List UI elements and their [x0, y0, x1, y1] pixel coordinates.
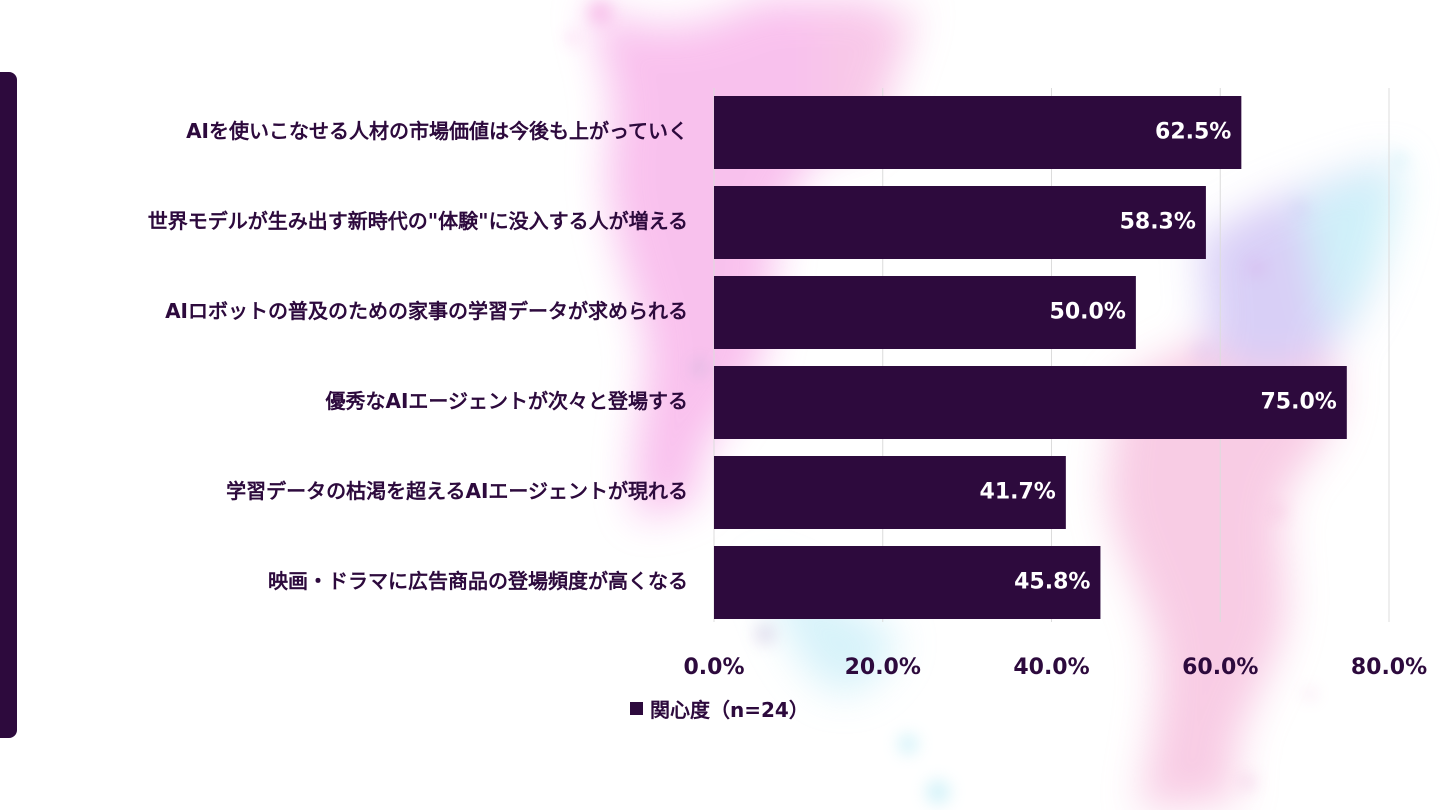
legend-label: 関心度（n=24） [650, 698, 809, 722]
bar [714, 96, 1242, 169]
category-label: 映画・ドラマに広告商品の登場頻度が高くなる [268, 569, 688, 593]
data-label: 58.3% [1120, 210, 1196, 235]
category-label: 学習データの枯渇を超えるAIエージェントが現れる [226, 479, 688, 503]
data-label: 45.8% [1014, 570, 1090, 595]
category-label: 世界モデルが生み出す新時代の"体験"に没入する人が増える [148, 209, 688, 233]
x-tick-label: 0.0% [683, 655, 744, 680]
data-label: 62.5% [1155, 120, 1231, 145]
x-tick-label: 40.0% [1013, 655, 1089, 680]
bar [714, 186, 1206, 259]
bar [714, 366, 1347, 439]
category-label: 優秀なAIエージェントが次々と登場する [324, 389, 688, 413]
x-tick-label: 20.0% [845, 655, 921, 680]
category-label: AIを使いこなせる人材の市場価値は今後も上がっていく [186, 119, 688, 143]
bar [714, 456, 1066, 529]
x-tick-label: 60.0% [1182, 655, 1258, 680]
legend-swatch [630, 702, 643, 715]
gridlines [713, 88, 1390, 622]
data-label: 50.0% [1050, 300, 1126, 325]
left-accent-bar [0, 72, 17, 738]
category-label: AIロボットの普及のための家事の学習データが求められる [165, 299, 688, 323]
data-label: 75.0% [1260, 390, 1336, 415]
data-label: 41.7% [980, 480, 1056, 505]
bar [714, 276, 1136, 349]
bars [714, 96, 1347, 619]
legend: 関心度（n=24） [630, 694, 809, 723]
bar [714, 546, 1101, 619]
x-tick-label: 80.0% [1351, 655, 1427, 680]
x-axis-tick-labels: 0.0% 20.0% 40.0% 60.0% 80.0% [683, 655, 1427, 680]
category-labels: AIを使いこなせる人材の市場価値は今後も上がっていく世界モデルが生み出す新時代の… [148, 119, 688, 593]
value-labels: 62.5% 58.3% 50.0% 75.0% 41.7% 45.8% [980, 120, 1337, 595]
